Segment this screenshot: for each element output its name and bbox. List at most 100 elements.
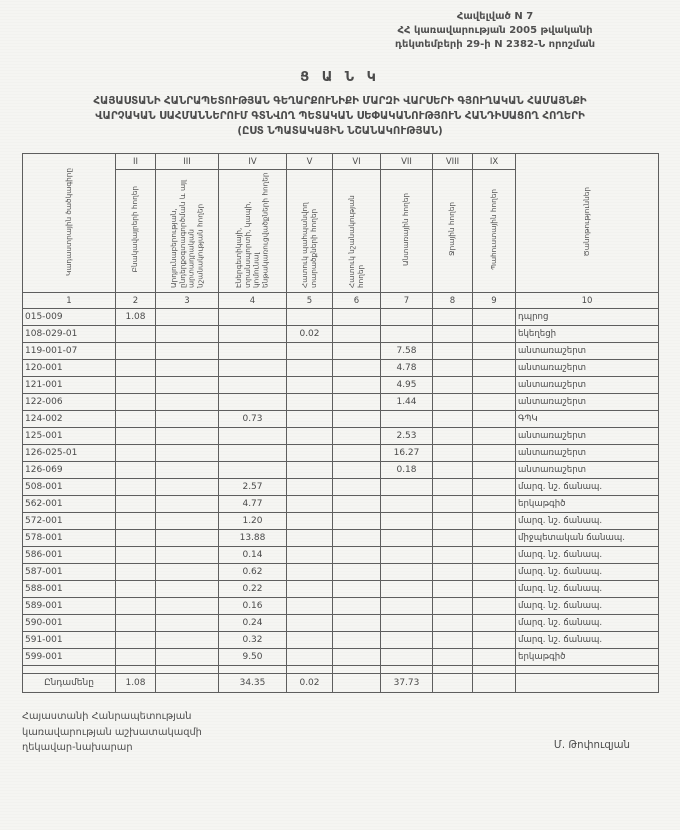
cell-cadastral-code: 119-001-07 [22, 342, 116, 361]
cell-area-value [286, 563, 333, 582]
cell-area-value [286, 393, 333, 412]
cell-area-value [286, 495, 333, 514]
cell-cadastral-code: 591-001 [22, 631, 116, 650]
header-num: 2 [115, 292, 156, 310]
cell-area-value [286, 580, 333, 599]
total-value: 37.73 [380, 673, 433, 694]
cell-cadastral-code: 125-001 [22, 427, 116, 446]
cell-area-value [332, 495, 381, 514]
annex-line: ՀՀ կառավարության 2005 թվականի [397, 25, 593, 36]
cell-area-value [332, 376, 381, 395]
spacer-cell [115, 665, 156, 675]
header-roman: V [286, 153, 333, 171]
cell-area-value [115, 563, 156, 582]
table-row: 562-001 4.77 երկաթգիծ [22, 495, 659, 514]
cell-area-value [432, 580, 473, 599]
cell-area-value [155, 614, 219, 633]
header-label: Հատուկ նշանակության հողեր [346, 195, 365, 289]
header-col: Հատուկ նշանակության հողեր [332, 169, 381, 294]
cell-area-value [218, 393, 287, 412]
cell-area-value [155, 427, 219, 446]
cell-note: մարզ. նշ. ճանապ. [515, 631, 659, 650]
cell-note: եկեղեցի [515, 325, 659, 344]
cell-area-value [472, 631, 516, 650]
cell-area-value [332, 410, 381, 429]
header-roman: IX [472, 153, 516, 171]
cell-area-value [332, 461, 381, 480]
cell-area-value: 9.50 [218, 648, 287, 667]
cell-area-value [332, 597, 381, 616]
table-row: 125-001 2.53 անտառաշերտ [22, 427, 659, 446]
cell-area-value [472, 325, 516, 344]
cell-cadastral-code: 124-002 [22, 410, 116, 429]
cell-area-value [155, 512, 219, 531]
title-line: (ԸՍՏ ՆՊԱՏԱԿԱՅԻՆ ՆՇԱՆԱԿՈՒԹՅԱՆ) [237, 125, 443, 137]
cell-area-value [432, 461, 473, 480]
cell-area-value [380, 563, 433, 582]
cell-area-value: 0.02 [286, 325, 333, 344]
cell-area-value [380, 631, 433, 650]
cell-area-value [286, 427, 333, 446]
cell-area-value [155, 495, 219, 514]
cell-area-value [472, 529, 516, 548]
cell-area-value [115, 546, 156, 565]
cell-area-value [432, 614, 473, 633]
header-label: Բնակավայրերի հողեր [130, 186, 140, 273]
cell-area-value [286, 597, 333, 616]
cell-area-value: 0.18 [380, 461, 433, 480]
cell-area-value: 1.20 [218, 512, 287, 531]
table-row: 015-009 1.08 դպրոց [22, 308, 659, 327]
cell-area-value [155, 631, 219, 650]
cell-area-value [286, 359, 333, 378]
document-footer: Հայաստանի Հանրապետության կառավարության ա… [22, 709, 658, 755]
cell-area-value [115, 631, 156, 650]
cell-note: երկաթգիծ [515, 495, 659, 514]
cell-area-value [380, 495, 433, 514]
header-number-row: 1 2 3 4 5 6 7 8 9 10 [22, 292, 659, 310]
table-row: 572-001 1.20 մարզ. նշ. ճանապ. [22, 512, 659, 531]
cell-note: անտառաշերտ [515, 427, 659, 446]
table-row: 578-001 13.88 միջպետական ճանապ. [22, 529, 659, 548]
cell-cadastral-code: 586-001 [22, 546, 116, 565]
cell-area-value [472, 512, 516, 531]
cell-area-value [332, 563, 381, 582]
cell-area-value [155, 529, 219, 548]
cell-area-value [115, 597, 156, 616]
cell-note: անտառաշերտ [515, 393, 659, 412]
header-col: Ջրային հողեր [432, 169, 473, 294]
cell-cadastral-code: 121-001 [22, 376, 116, 395]
cell-area-value [115, 614, 156, 633]
cell-area-value [472, 410, 516, 429]
table-body: 015-009 1.08 դպրոց 108-029-01 0.02 եկեղեցի 119… [22, 308, 659, 667]
header-label: Ծանոթություններ [581, 187, 591, 257]
spacer-cell [218, 665, 287, 675]
cell-area-value [332, 359, 381, 378]
cell-area-value [380, 308, 433, 327]
cell-area-value [218, 308, 287, 327]
cell-area-value [286, 461, 333, 480]
land-table: Կադաստրային ծածկագիրը II III IV V VI VII… [22, 153, 659, 694]
cell-area-value [332, 631, 381, 650]
cell-area-value [472, 614, 516, 633]
cell-area-value [286, 410, 333, 429]
total-value: 34.35 [218, 673, 287, 694]
cell-area-value [432, 512, 473, 531]
table-row: 126-025-01 16.27 անտառաշերտ [22, 444, 659, 463]
cell-area-value [380, 597, 433, 616]
header-num: 6 [332, 292, 381, 310]
cell-area-value [115, 393, 156, 412]
cell-area-value [472, 648, 516, 667]
cell-area-value [115, 478, 156, 497]
cell-note: մարզ. նշ. ճանապ. [515, 614, 659, 633]
header-num: 4 [218, 292, 287, 310]
cell-area-value [115, 427, 156, 446]
total-value: 0.02 [286, 673, 333, 694]
cell-area-value [218, 461, 287, 480]
table-row: 120-001 4.78 անտառաշերտ [22, 359, 659, 378]
header-roman: IV [218, 153, 287, 171]
cell-area-value [332, 444, 381, 463]
cell-area-value [472, 597, 516, 616]
total-value [432, 673, 473, 694]
total-value [155, 673, 219, 694]
title-line: ՎԱՐՉԱԿԱՆ ՍԱՀՄԱՆՆԵՐՈՒՄ ԳՏՆՎՈՂ ՊԵՏԱԿԱՆ ՍԵՓ… [95, 110, 585, 122]
